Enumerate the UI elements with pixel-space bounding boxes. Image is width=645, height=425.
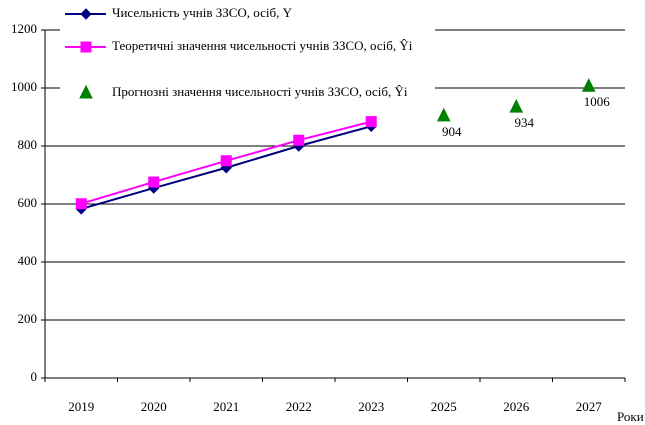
x-tick-label: 2022 bbox=[286, 399, 312, 414]
data-label: 904 bbox=[442, 124, 462, 139]
data-point bbox=[581, 78, 596, 92]
x-tick-label: 2027 bbox=[576, 399, 603, 414]
data-point bbox=[365, 116, 377, 128]
data-point bbox=[148, 176, 160, 188]
legend-background bbox=[60, 2, 435, 108]
x-tick-label: 2021 bbox=[213, 399, 239, 414]
y-tick-label: 1200 bbox=[11, 21, 37, 36]
y-tick-label: 600 bbox=[18, 195, 38, 210]
data-point bbox=[436, 107, 451, 122]
x-tick-label: 2019 bbox=[68, 399, 94, 414]
data-point bbox=[509, 99, 524, 113]
x-tick-label: 2020 bbox=[141, 399, 167, 414]
y-tick-label: 1000 bbox=[11, 79, 37, 94]
legend-label: Прогнозні значення чисельності учнів ЗЗС… bbox=[112, 84, 408, 99]
data-label: 934 bbox=[515, 115, 535, 130]
data-label: 1006 bbox=[584, 94, 611, 109]
y-tick-label: 200 bbox=[18, 311, 38, 326]
legend-marker bbox=[80, 41, 92, 53]
x-tick-label: 2025 bbox=[431, 399, 457, 414]
legend-label: Чисельність учнів ЗЗСО, осіб, Y bbox=[112, 5, 293, 20]
x-tick-label: 2026 bbox=[503, 399, 530, 414]
data-point bbox=[75, 198, 87, 210]
y-tick-label: 400 bbox=[18, 253, 38, 268]
y-tick-label: 0 bbox=[31, 369, 38, 384]
legend-label: Теоретичні значення чисельності учнів ЗЗ… bbox=[112, 38, 413, 53]
legend-marker bbox=[79, 84, 93, 99]
data-point bbox=[293, 134, 305, 146]
x-tick-label: 2023 bbox=[358, 399, 384, 414]
x-axis-label: Роки bbox=[617, 409, 644, 424]
y-tick-label: 800 bbox=[18, 137, 38, 152]
data-point bbox=[220, 155, 232, 167]
legend-marker bbox=[80, 8, 92, 20]
